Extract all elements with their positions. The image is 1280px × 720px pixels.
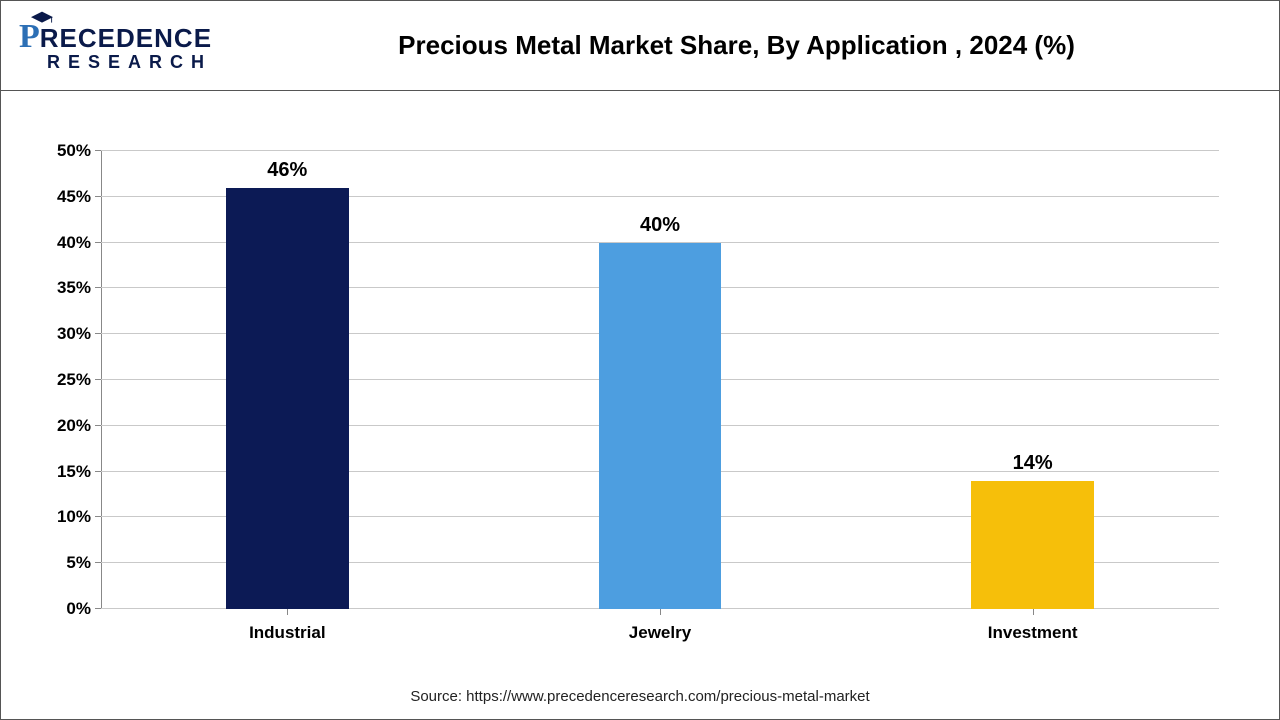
grad-cap-icon [31,11,51,21]
header: P RECEDENCE RESEARCH Precious Metal Mark… [1,1,1279,91]
y-tick-mark [95,516,101,517]
gridline [101,150,1219,151]
bar-value-label: 40% [640,214,680,243]
y-tick-mark [95,608,101,609]
y-tick-label: 30% [57,324,101,344]
y-tick-mark [95,196,101,197]
y-tick-label: 25% [57,370,101,390]
chart-title: Precious Metal Market Share, By Applicat… [212,30,1261,61]
y-tick-mark [95,150,101,151]
y-tick-mark [95,471,101,472]
y-tick-label: 45% [57,187,101,207]
logo-subword: RESEARCH [47,52,212,73]
x-tick-mark [660,609,661,615]
bar-investment: 14% [971,481,1094,609]
y-axis [101,151,102,609]
bar-industrial: 46% [226,188,349,609]
bar-value-label: 14% [1013,452,1053,481]
y-tick-label: 35% [57,278,101,298]
y-tick-label: 15% [57,462,101,482]
y-tick-label: 10% [57,507,101,527]
chart-card: P RECEDENCE RESEARCH Precious Metal Mark… [0,0,1280,720]
y-tick-mark [95,333,101,334]
y-tick-mark [95,562,101,563]
chart-area: 0%5%10%15%20%25%30%35%40%45%50%46%Indust… [41,121,1239,659]
bar-value-label: 46% [267,159,307,188]
logo: P RECEDENCE RESEARCH [19,18,212,73]
plot-region: 0%5%10%15%20%25%30%35%40%45%50%46%Indust… [101,151,1219,609]
y-tick-label: 50% [57,141,101,161]
x-tick-mark [1033,609,1034,615]
x-tick-mark [287,609,288,615]
source-text: Source: https://www.precedenceresearch.c… [1,688,1279,705]
y-tick-mark [95,287,101,288]
y-tick-mark [95,242,101,243]
y-tick-label: 5% [66,553,101,573]
y-tick-mark [95,425,101,426]
y-tick-label: 0% [66,599,101,619]
bar-jewelry: 40% [599,243,722,609]
y-tick-label: 20% [57,416,101,436]
y-tick-mark [95,379,101,380]
y-tick-label: 40% [57,233,101,253]
logo-word: RECEDENCE [40,23,212,54]
